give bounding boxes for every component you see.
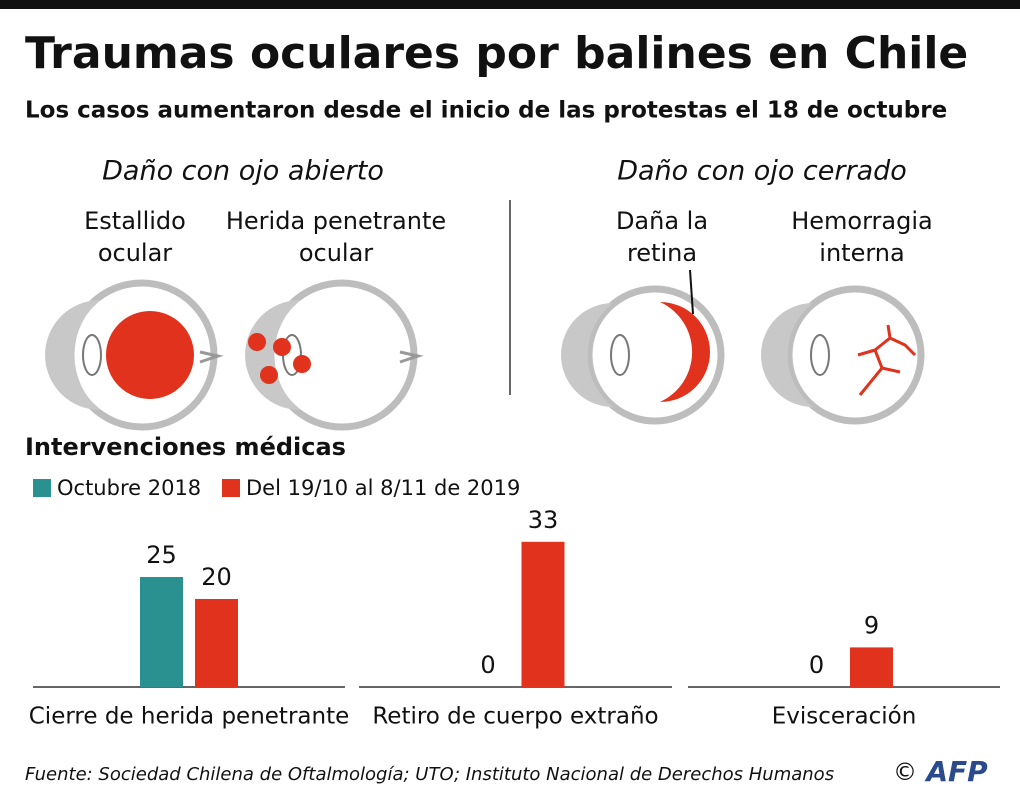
bar-chart: Octubre 2018 Del 19/10 al 8/11 de 2019 Cie… (29, 476, 1000, 730)
value-label: 0 (809, 651, 824, 679)
item-label: interna (819, 239, 904, 267)
value-label: 25 (146, 541, 177, 569)
legend-swatch (222, 479, 240, 497)
bar (521, 541, 565, 687)
value-label: 20 (201, 563, 232, 591)
eye-illustration (245, 279, 424, 431)
section-title: Daño con ojo abierto (102, 156, 384, 187)
item-label: Daña la (616, 207, 708, 235)
subtitle: Los casos aumentaron desde el inicio de … (25, 98, 947, 124)
item-label: retina (627, 239, 697, 267)
bar (195, 599, 238, 687)
item-label: Estallido (84, 207, 186, 235)
item-label: Hemorragia (791, 207, 933, 235)
x-tick-label: Evisceración (772, 704, 917, 730)
section-title: Daño con ojo cerrado (617, 156, 907, 187)
legend-label: Del 19/10 al 8/11 de 2019 (246, 476, 520, 500)
legend-swatch (33, 479, 51, 497)
value-label: 9 (864, 611, 879, 639)
value-label: 33 (528, 506, 559, 534)
logo: AFP (924, 755, 988, 788)
item-label: ocular (299, 239, 373, 267)
title: Traumas oculares por balines en Chile (25, 28, 968, 79)
bar (850, 647, 893, 687)
legend-label: Octubre 2018 (57, 476, 201, 500)
eye-illustration (45, 279, 224, 431)
x-tick-label: Cierre de herida penetrante (29, 704, 350, 730)
eye-illustration (761, 285, 925, 425)
chart-title: Intervenciones médicas (25, 433, 346, 461)
x-tick-label: Retiro de cuerpo extraño (372, 704, 658, 730)
value-label: 0 (480, 651, 495, 679)
item-label: ocular (98, 239, 172, 267)
bar (140, 577, 183, 687)
eye-illustration (561, 269, 725, 425)
source: Fuente: Sociedad Chilena de Oftalmología… (25, 764, 834, 785)
top-bar (0, 0, 1020, 9)
item-label: Herida penetrante (226, 207, 446, 235)
copyright: © (893, 758, 917, 786)
